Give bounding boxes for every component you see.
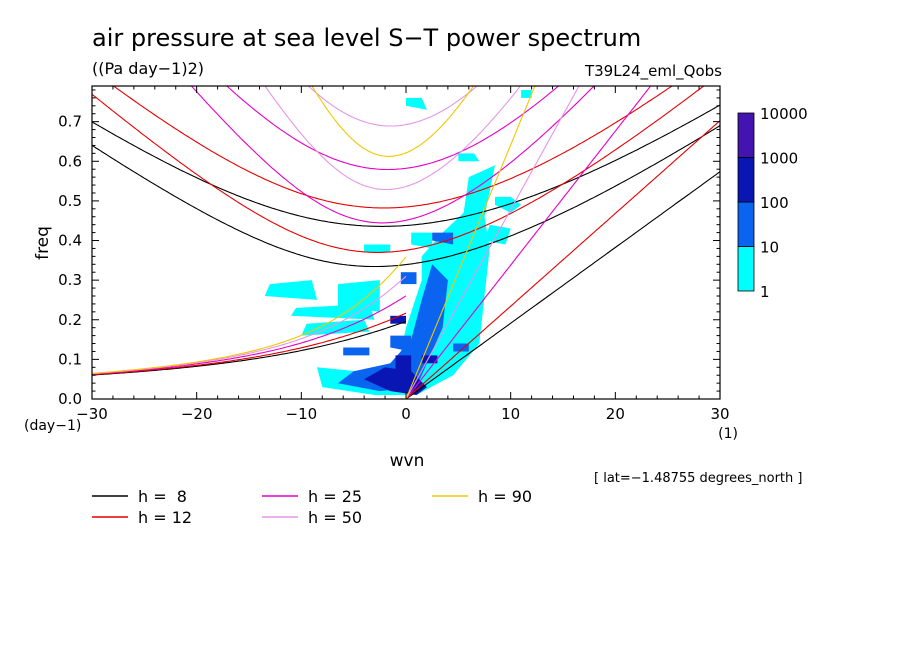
y-tick-label: 0.1 <box>58 350 82 368</box>
curve-h12-kel <box>405 120 720 399</box>
y-tick-label: 0.6 <box>58 152 82 170</box>
legend-label: h = 12 <box>138 508 192 527</box>
colorbar-label: 10 <box>760 239 779 257</box>
x-tick-label: 10 <box>501 405 520 423</box>
legend-label: h = 50 <box>308 508 362 527</box>
curve-h25-mrg <box>92 295 407 375</box>
curve-h25-kel <box>405 86 652 399</box>
experiment-label: T39L24_eml_Qobs <box>584 62 722 81</box>
contour-layer <box>264 90 532 395</box>
colorbar-box <box>737 112 755 158</box>
y-tick-label: 0.3 <box>58 271 82 289</box>
curve-h8-mrg <box>92 320 407 376</box>
colorbar-box <box>737 201 755 247</box>
legend-label: h = 90 <box>478 487 532 506</box>
y-tick-label: 0.2 <box>58 311 82 329</box>
legend-label: h = 25 <box>308 487 362 506</box>
curve-h8-ig1 <box>92 125 720 268</box>
colorbar-label: 100 <box>760 194 789 212</box>
curve-h90-kel <box>405 86 536 399</box>
x-tick-label: −30 <box>76 405 108 423</box>
colorbar-label: 10000 <box>760 105 808 123</box>
curve-h12-ig1 <box>92 86 705 253</box>
contour-level_1_to_10-4 <box>338 280 380 312</box>
legend-label: h = 8 <box>138 487 187 506</box>
contour-level_1_to_10-6 <box>406 97 427 110</box>
y-tick-label: 0.4 <box>58 232 82 250</box>
chart-title: air pressure at sea level S−T power spec… <box>92 24 641 52</box>
x-axis-label: wvn <box>390 451 425 471</box>
contour-level_10_to_100-4 <box>432 232 454 245</box>
latitude-annotation: [ lat=−1.48755 degrees_north ] <box>594 471 802 486</box>
curve-h50-ig2 <box>307 86 478 127</box>
x-tick-label: 0 <box>401 405 411 423</box>
contour-level_1_to_10-9 <box>484 224 511 245</box>
y-tick-label: 0.7 <box>58 113 82 131</box>
x-tick-label: 20 <box>606 405 625 423</box>
contour-level_1_to_10-3 <box>317 165 495 395</box>
contour-level_10_to_100-2 <box>390 335 412 352</box>
curve-h12-mrg <box>92 312 407 376</box>
y-tick-label: 0.0 <box>58 390 82 408</box>
legend: h = 8 h = 12 h = 25 h = 50 h = 90 <box>92 487 532 527</box>
contour-level_1_to_10-0 <box>264 280 317 300</box>
x-tick-label: −10 <box>286 405 318 423</box>
axis-ticks: −30 −20 −10 0 10 20 30 0.0 0.1 0.2 0.3 0.4 0.5 0.6 0.7 <box>58 86 730 423</box>
curve-h8-ig2 <box>92 104 720 227</box>
curve-h90-mrg <box>92 256 407 374</box>
contour-level_10_to_100-0 <box>338 264 448 392</box>
x-unit-label: (1) <box>718 426 738 442</box>
x-tick-label: −20 <box>181 405 213 423</box>
curve-h50-ig1 <box>264 86 522 191</box>
curve-h8-kel <box>405 171 720 399</box>
curve-h50-kel <box>405 86 580 399</box>
contour-level_1_to_10-2 <box>301 319 370 336</box>
x-tick-label: 30 <box>710 405 729 423</box>
contour-level_1_to_10-5 <box>411 232 433 249</box>
contour-level_10_to_100-3 <box>400 272 417 285</box>
curve-h12-ig2 <box>112 86 673 209</box>
contour-level_1_to_10-10 <box>364 244 391 253</box>
curve-h90-ig1 <box>311 86 475 157</box>
curve-h25-ig2 <box>226 86 560 171</box>
colorbar-label: 1 <box>760 283 770 301</box>
contour-level_10_to_100-5 <box>453 343 469 352</box>
y-unit-label: (day−1) <box>24 418 81 434</box>
units-label: ((Pa day−1)2) <box>92 59 204 78</box>
contour-level_1_to_10-7 <box>458 153 480 162</box>
y-tick-label: 0.5 <box>58 192 82 210</box>
contour-level_10_to_100-1 <box>343 347 370 356</box>
colorbar: 1 10 100 1000 10000 <box>737 105 808 301</box>
contour-level_1_to_10-11 <box>521 90 532 98</box>
colorbar-box <box>737 157 755 203</box>
y-axis-label: freq <box>33 226 53 260</box>
colorbar-label: 1000 <box>760 150 798 168</box>
contour-level_100_to_1000-1 <box>395 355 412 376</box>
colorbar-box <box>737 246 755 292</box>
contour-level_100_to_1000-3 <box>421 355 438 364</box>
